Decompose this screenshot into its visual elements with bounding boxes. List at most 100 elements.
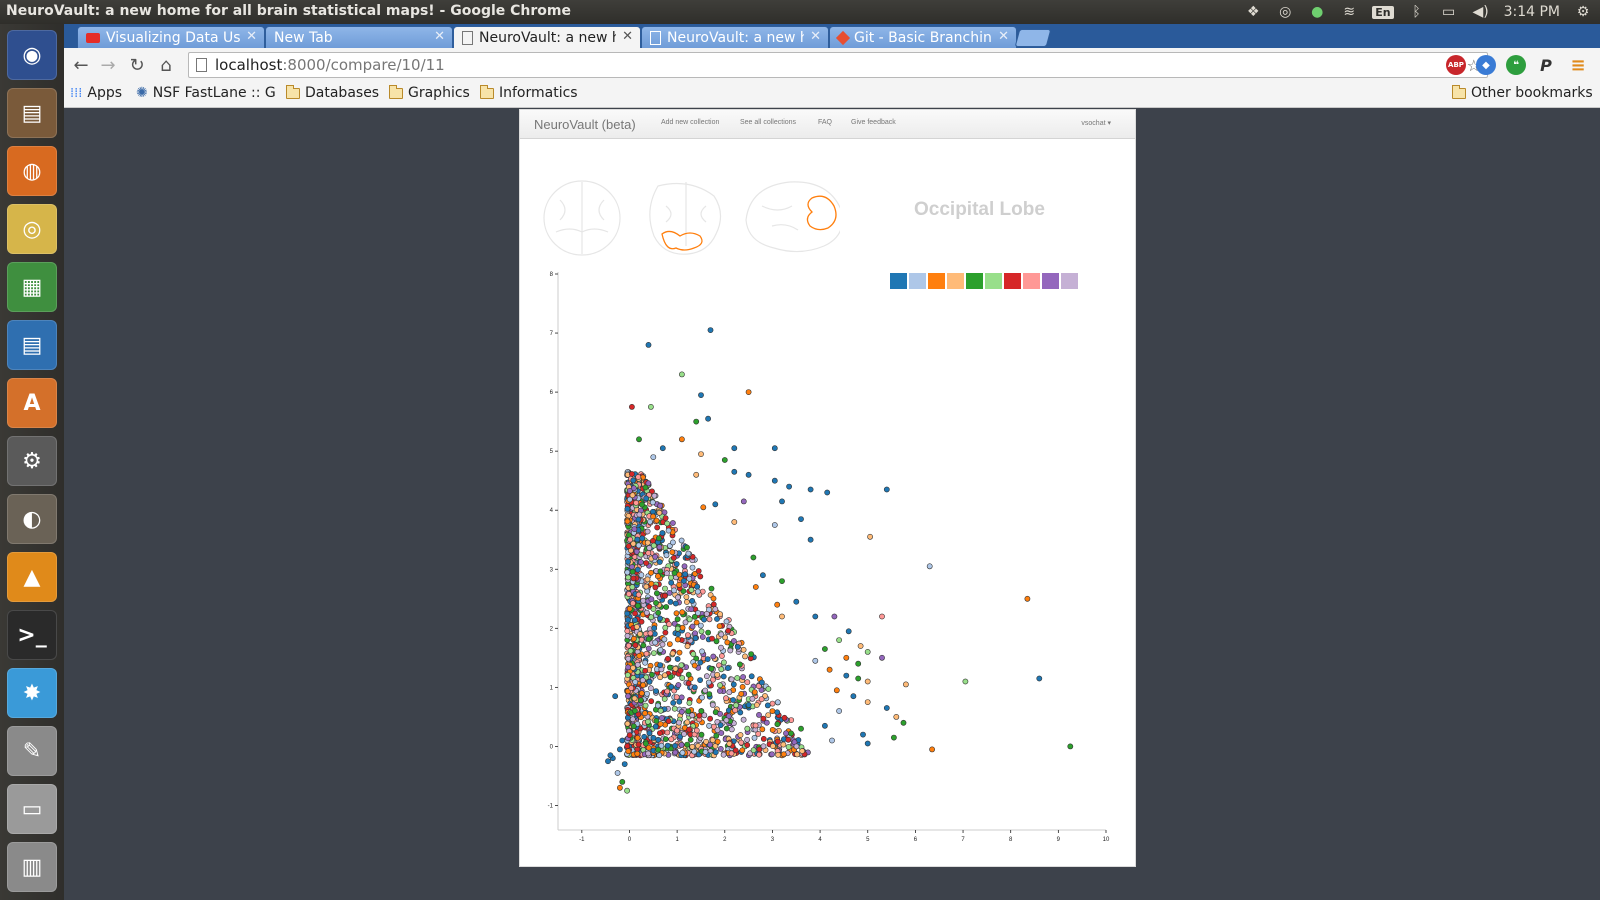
scatter-point[interactable] <box>619 737 626 744</box>
scatter-point[interactable] <box>646 678 653 685</box>
scatter-point[interactable] <box>625 664 631 671</box>
scatter-point[interactable] <box>718 644 724 651</box>
scatter-point[interactable] <box>641 733 648 740</box>
scatter-point[interactable] <box>626 605 633 612</box>
scatter-point[interactable] <box>765 712 772 718</box>
scatter-point[interactable] <box>624 518 631 525</box>
scatter-point[interactable] <box>625 616 631 623</box>
scatter-point[interactable] <box>829 737 835 744</box>
scatter-point[interactable] <box>645 480 652 487</box>
text-editor-icon[interactable]: ✎ <box>7 726 57 776</box>
scatter-point[interactable] <box>730 697 736 703</box>
scatter-point[interactable] <box>705 629 711 636</box>
scatter-point[interactable] <box>697 659 704 666</box>
scatter-point[interactable] <box>692 630 698 637</box>
scatter-point[interactable] <box>649 537 656 544</box>
scatter-point[interactable] <box>644 690 650 697</box>
scatter-point[interactable] <box>730 638 737 644</box>
scatter-point[interactable] <box>625 543 632 550</box>
scatter-point[interactable] <box>798 516 804 522</box>
scatter-point[interactable] <box>642 667 649 674</box>
scatter-point[interactable] <box>732 707 738 714</box>
scatter-point[interactable] <box>691 613 698 620</box>
scatter-point[interactable] <box>634 536 641 543</box>
scatter-point[interactable] <box>639 501 645 508</box>
scatter-point[interactable] <box>682 571 689 578</box>
scatter-point[interactable] <box>653 517 660 524</box>
scatter-point[interactable] <box>748 651 754 657</box>
scatter-point[interactable] <box>864 678 871 685</box>
scatter-point[interactable] <box>657 568 664 575</box>
scatter-point[interactable] <box>670 554 677 561</box>
scatter-point[interactable] <box>707 741 713 748</box>
scatter-point[interactable] <box>683 594 690 600</box>
scatter-point[interactable] <box>717 682 723 689</box>
scatter-point[interactable] <box>763 719 770 726</box>
writer-document-icon[interactable]: ▤ <box>7 320 57 370</box>
scatter-point[interactable] <box>693 418 700 425</box>
scatter-point[interactable] <box>749 695 756 702</box>
scatter-point[interactable] <box>635 542 642 549</box>
scatter-point[interactable] <box>679 624 686 631</box>
scatter-point[interactable] <box>653 599 659 606</box>
scatter-point[interactable] <box>697 573 704 580</box>
scatter-point[interactable] <box>676 581 682 588</box>
bookmark-folder-databases[interactable]: Databases <box>285 84 379 101</box>
pushbullet-icon[interactable]: P <box>1540 55 1552 75</box>
scatter-point[interactable] <box>744 679 751 686</box>
scatter-point[interactable] <box>728 726 735 733</box>
scatter-point[interactable] <box>775 752 781 758</box>
scatter-point[interactable] <box>625 642 632 649</box>
scatter-point[interactable] <box>642 702 649 709</box>
scatter-point[interactable] <box>779 578 785 584</box>
scatter-point[interactable] <box>774 709 781 716</box>
scatter-point[interactable] <box>655 746 662 753</box>
firefox-icon[interactable]: ◍ <box>7 146 57 196</box>
scatter-point[interactable] <box>650 735 657 741</box>
scatter-point[interactable] <box>624 633 631 639</box>
scatter-point[interactable] <box>645 341 652 348</box>
scatter-point[interactable] <box>666 641 673 647</box>
scatter-point[interactable] <box>724 665 731 671</box>
scatter-point[interactable] <box>753 702 760 708</box>
scatter-point[interactable] <box>624 569 631 576</box>
scatter-point[interactable] <box>654 524 661 531</box>
scatter-point[interactable] <box>642 484 649 491</box>
scatter-point[interactable] <box>771 445 778 452</box>
scatter-point[interactable] <box>723 717 730 724</box>
scatter-point[interactable] <box>779 613 785 620</box>
scatter-point[interactable] <box>883 705 890 711</box>
scatter-point[interactable] <box>657 647 664 653</box>
bookmark-apps[interactable]: ⁞⁞⁞ Apps <box>70 85 122 101</box>
scatter-point[interactable] <box>668 574 674 581</box>
scatter-point[interactable] <box>627 536 634 543</box>
scatter-point[interactable] <box>902 681 909 688</box>
scatter-point[interactable] <box>624 720 631 727</box>
tab-neurovault[interactable]: NeuroVault: a new h ✕ <box>641 26 829 48</box>
legend-swatch-7[interactable] <box>1004 273 1021 289</box>
scatter-point[interactable] <box>669 549 676 556</box>
scatter-point[interactable] <box>727 647 734 654</box>
scatter-point[interactable] <box>632 707 638 714</box>
scatter-point[interactable] <box>681 563 688 570</box>
scatter-point[interactable] <box>734 644 741 650</box>
scatter-point[interactable] <box>614 770 621 776</box>
scatter-point[interactable] <box>774 699 781 706</box>
nav-faq[interactable]: FAQ <box>818 119 833 126</box>
scatter-point[interactable] <box>769 751 775 758</box>
scatter-point[interactable] <box>658 715 665 721</box>
scatter-point[interactable] <box>774 721 781 728</box>
scatter-point[interactable] <box>864 740 871 747</box>
scatter-point[interactable] <box>650 454 657 460</box>
scatter-point[interactable] <box>1067 743 1074 750</box>
scatter-point[interactable] <box>1036 675 1043 682</box>
scatter-point[interactable] <box>705 415 711 422</box>
scatter-point[interactable] <box>652 553 658 560</box>
close-icon[interactable]: ✕ <box>622 29 633 44</box>
scatter-point[interactable] <box>826 666 833 673</box>
scatter-point[interactable] <box>635 602 641 609</box>
scatter-point[interactable] <box>643 495 650 502</box>
scatter-point[interactable] <box>629 492 636 499</box>
splash-app-icon[interactable]: ✸ <box>7 668 57 718</box>
scatter-point[interactable] <box>712 606 719 613</box>
